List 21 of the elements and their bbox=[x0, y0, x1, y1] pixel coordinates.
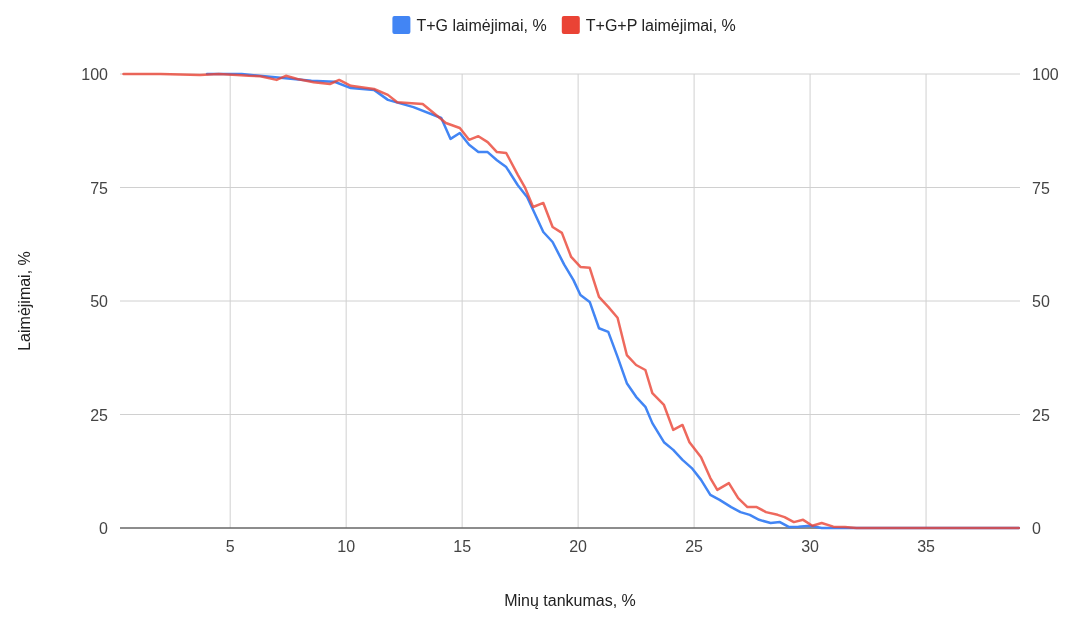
y2-tick-label: 75 bbox=[1032, 179, 1050, 197]
y-tick-label: 75 bbox=[90, 179, 109, 197]
x-tick-label: 25 bbox=[685, 538, 704, 555]
x-tick-label: 15 bbox=[453, 538, 472, 555]
x-tick-label: 35 bbox=[917, 538, 936, 555]
x-tick-label: 20 bbox=[569, 538, 588, 555]
y-axis-title: Laimėjimai, % bbox=[16, 251, 33, 351]
x-axis-title: Minų tankumas, % bbox=[504, 592, 636, 609]
y2-tick-label: 0 bbox=[1032, 520, 1041, 537]
legend-label: T+G+P laimėjimai, % bbox=[585, 17, 736, 34]
y-tick-label: 100 bbox=[81, 66, 109, 83]
y2-tick-label: 50 bbox=[1032, 293, 1050, 310]
x-tick-label: 5 bbox=[225, 538, 235, 555]
x-tick-label: 10 bbox=[337, 538, 356, 555]
x-tick-label: 30 bbox=[801, 538, 820, 555]
y-tick-label: 25 bbox=[90, 406, 109, 424]
y2-tick-label: 25 bbox=[1032, 406, 1050, 424]
legend-label: T+G laimėjimai, % bbox=[416, 17, 547, 34]
y2-tick-label: 100 bbox=[1032, 66, 1059, 83]
y-tick-label: 50 bbox=[90, 293, 109, 310]
y-tick-label: 0 bbox=[99, 520, 109, 537]
